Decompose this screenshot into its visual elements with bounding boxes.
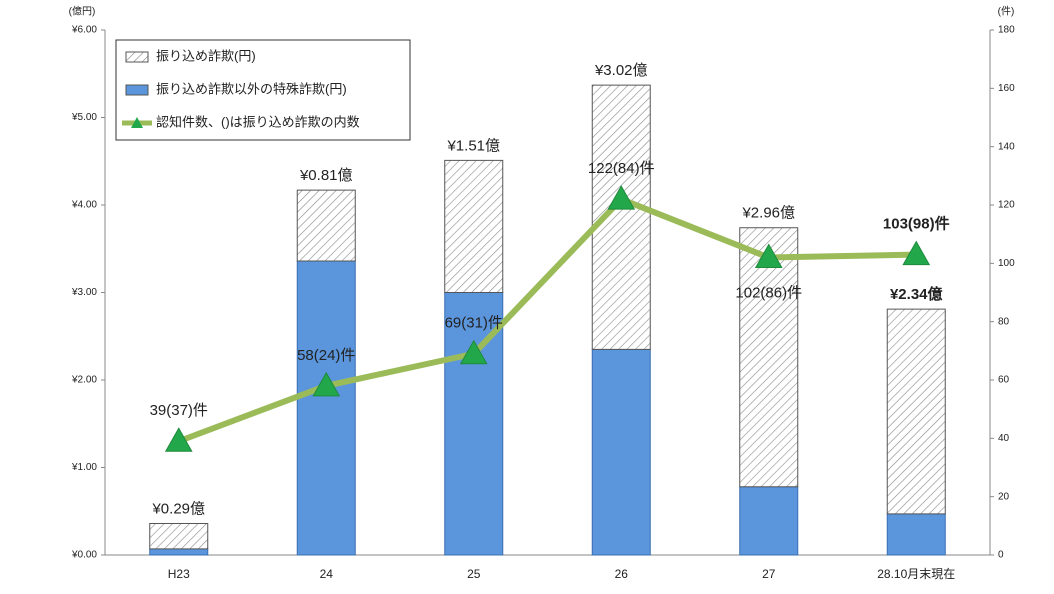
line-label: 122(84)件	[588, 160, 655, 177]
x-tick-label: H23	[168, 567, 190, 581]
bar-segment	[149, 523, 209, 550]
legend-swatch	[125, 51, 149, 63]
y-tick-label: ¥5.00	[71, 112, 97, 123]
y2-tick-label: 60	[998, 375, 1010, 386]
value-label: ¥1.51億	[446, 137, 500, 154]
y2-tick-label: 120	[998, 200, 1015, 211]
y2-tick-label: 20	[998, 491, 1010, 502]
x-tick-label: 24	[320, 567, 334, 581]
legend-box	[115, 39, 411, 141]
legend-marker	[131, 117, 143, 128]
marker	[164, 427, 193, 452]
bar-segment	[149, 548, 209, 556]
y2-tick-label: 140	[998, 141, 1015, 152]
x-tick-label: 26	[615, 567, 629, 581]
marker	[754, 243, 783, 268]
bar-segment	[739, 486, 799, 556]
value-label: ¥0.81億	[299, 167, 353, 184]
x-tick-label: 25	[467, 567, 481, 581]
value-label: ¥2.34億	[890, 285, 943, 303]
bar-segment	[296, 189, 356, 262]
y-tick-label: ¥0.00	[71, 550, 97, 561]
y-tick-label: ¥4.00	[71, 200, 97, 211]
marker	[459, 339, 488, 365]
y-tick-label: ¥3.00	[71, 287, 97, 298]
legend-label: 振り込め詐欺以外の特殊詐欺(円)	[156, 81, 347, 96]
y2-tick-label: 180	[998, 25, 1015, 36]
y2-tick-label: 100	[998, 258, 1015, 269]
bar-segment	[444, 159, 504, 293]
marker	[607, 185, 636, 210]
line-label: 69(31)件	[445, 315, 503, 332]
legend-swatch	[125, 84, 149, 96]
y2-tick-label: 40	[998, 433, 1010, 444]
bar-segment	[591, 348, 651, 556]
line-label: 102(86)件	[735, 284, 802, 301]
bar-segment	[886, 308, 946, 515]
y2-unit-label: (件)	[998, 6, 1015, 18]
x-tick-label: 28.10月末現在	[877, 567, 955, 581]
y-tick-label: ¥6.00	[71, 25, 97, 36]
bar-segment	[886, 513, 946, 556]
line	[177, 196, 917, 445]
legend-label: 振り込め詐欺(円)	[156, 48, 256, 63]
marker	[902, 240, 931, 266]
y-tick-label: ¥2.00	[71, 375, 97, 386]
line-label: 39(37)件	[150, 402, 208, 419]
y2-tick-label: 0	[998, 550, 1004, 561]
marker	[312, 371, 341, 397]
y-unit-label: (億円)	[69, 5, 96, 18]
line-label: 103(98)件	[883, 215, 950, 233]
value-label: ¥3.02億	[594, 62, 648, 79]
y2-tick-label: 80	[998, 316, 1010, 327]
value-label: ¥2.96億	[741, 205, 795, 222]
bar-segment	[296, 260, 356, 556]
legend-label: 認知件数、()は振り込め詐欺の内数	[156, 114, 360, 129]
line-label: 58(24)件	[297, 347, 355, 364]
y-tick-label: ¥1.00	[71, 462, 97, 473]
bar-segment	[739, 227, 799, 488]
y2-tick-label: 160	[998, 83, 1015, 94]
value-label: ¥0.29億	[151, 500, 205, 517]
x-tick-label: 27	[762, 567, 776, 581]
